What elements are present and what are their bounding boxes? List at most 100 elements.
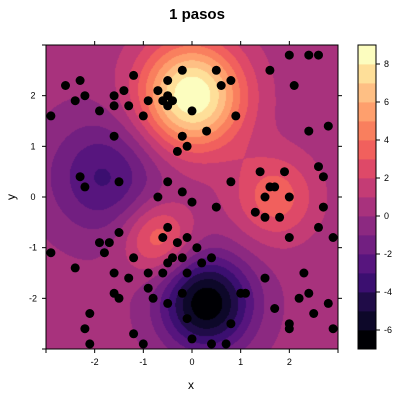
scatter-point [260,192,270,202]
scatter-point [323,298,333,308]
scatter-point [314,50,323,60]
scatter-point [163,76,173,85]
scatter-point [270,182,280,192]
colorbar-band [358,254,376,274]
colorbar-tick-label: -4 [384,287,392,297]
colorbar-tick-label: 8 [384,59,389,69]
scatter-point [158,233,168,242]
scatter-point [75,76,85,85]
scatter-point [289,81,299,90]
scatter-point [163,177,173,187]
scatter-point [163,298,173,308]
plot-area: -2 -1 0 1 2 -2 -1 0 1 2 [29,41,342,367]
scatter-point [124,273,134,283]
scatter-point [85,339,95,349]
scatter-point [177,288,187,298]
scatter-point [226,319,236,329]
colorbar-tick-label: -6 [384,325,392,335]
scatter-point [304,126,314,136]
scatter-point [114,293,124,303]
scatter-point [255,167,265,177]
scatter-point [241,288,250,298]
scatter-point [182,268,192,278]
colorbar-band [358,273,376,293]
y-tick-label: 0 [30,192,35,202]
scatter-point [187,334,197,344]
scatter-point [328,324,338,334]
scatter-point [138,111,148,121]
scatter-point [284,324,294,334]
colorbar-tick-label: -2 [384,249,392,259]
scatter-point [275,212,285,222]
scatter-point [158,268,168,278]
scatter-point [280,167,289,177]
scatter-point [299,268,309,278]
scatter-point [202,126,212,136]
colorbar-tick-label: 2 [384,173,389,183]
scatter-point [109,131,119,141]
scatter-point [119,86,129,96]
scatter-point [172,146,182,156]
colorbar-band [358,311,376,331]
colorbar-band [358,235,376,255]
scatter-point [323,121,333,131]
scatter-point [318,202,328,212]
y-tick-label: -2 [29,293,37,303]
scatter-point [114,177,124,187]
scatter-point [109,91,119,101]
scatter-point [70,96,80,106]
x-tick-label: 0 [189,357,194,367]
colorbar-band [358,83,376,103]
scatter-point [314,162,323,172]
scatter-point [187,106,197,116]
scatter-point [80,182,90,192]
colorbar-band [358,292,376,312]
scatter-point [211,202,221,212]
colorbar-band [358,330,376,350]
scatter-point [95,106,104,116]
scatter-point [260,273,270,283]
scatter-point [85,309,95,318]
scatter-point [163,222,173,232]
scatter-point [221,339,231,349]
scatter-point [177,187,187,197]
scatter-point [163,91,173,101]
y-tick-label: -1 [29,243,37,253]
chart-title: 1 pasos [169,6,225,23]
scatter-point [182,233,192,242]
x-tick-label: -1 [139,357,147,367]
y-tick-label: 1 [30,141,35,151]
scatter-point [314,222,323,232]
scatter-point [294,293,304,303]
contour-heatmap [46,45,338,349]
scatter-point [168,253,177,263]
scatter-point [309,309,319,318]
scatter-point [304,288,314,298]
scatter-point [129,70,139,80]
scatter-point [95,238,104,248]
scatter-point [124,101,134,111]
colorbar-band [358,159,376,179]
scatter-point [61,81,70,90]
scatter-point [109,101,119,111]
scatter-point [153,86,163,96]
scatter-point [80,324,90,334]
scatter-point [284,233,294,242]
scatter-point [46,111,56,121]
colorbar-tick-label: 6 [384,97,389,107]
scatter-point [70,263,80,273]
scatter-point [192,243,202,253]
x-tick-label: 1 [238,357,243,367]
x-axis-label: x [188,378,194,392]
scatter-point [114,228,124,237]
scatter-point [284,192,294,202]
colorbar-frame [357,44,377,350]
scatter-point [129,329,139,339]
scatter-point [143,283,153,293]
scatter-point [304,50,314,60]
scatter-point [226,76,236,85]
scatter-point [109,268,119,278]
scatter-point [177,131,187,141]
scatter-point [207,253,216,263]
